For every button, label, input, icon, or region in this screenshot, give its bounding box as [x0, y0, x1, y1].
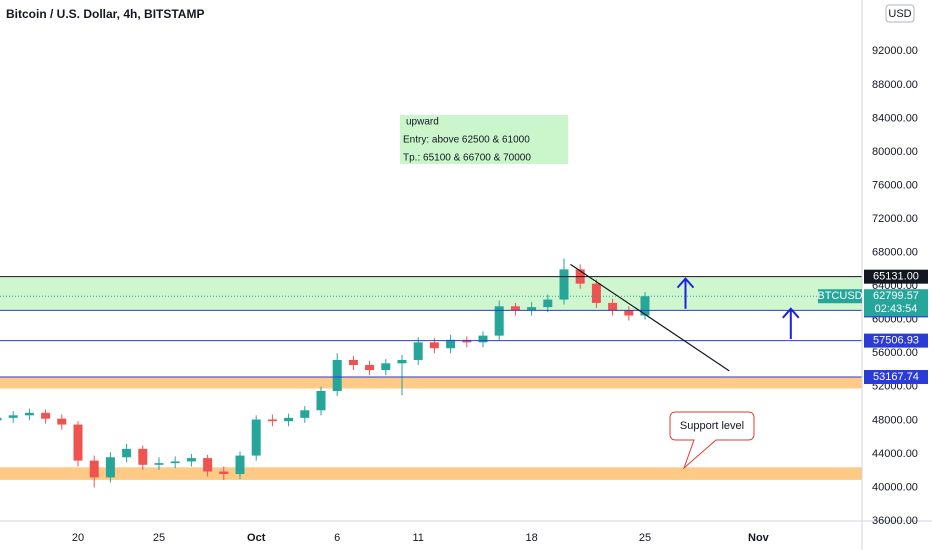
candle-body [89, 460, 99, 478]
note-line: Entry: above 62500 & 61000 [403, 135, 530, 146]
candle-body [527, 307, 537, 311]
x-tick-label: Nov [748, 532, 770, 544]
level-label: 53167.74 [873, 371, 919, 383]
y-tick-label: 56000.00 [872, 347, 918, 359]
candle-body [365, 365, 375, 371]
candle-body [559, 269, 569, 300]
chart-title: Bitcoin / U.S. Dollar, 4h, BITSTAMP [6, 7, 204, 21]
trendline [570, 263, 730, 372]
candle-body [640, 296, 650, 316]
candle-body [397, 359, 407, 364]
candle-body [57, 418, 67, 425]
last-price-label: 62799.57 [873, 290, 919, 302]
candle-body [608, 302, 618, 311]
candle-body [332, 359, 342, 391]
level-label: 57506.93 [873, 335, 919, 347]
candle-body [300, 410, 310, 418]
last-price-bg [864, 289, 928, 317]
candle-body [591, 283, 601, 303]
level-label-bg [864, 333, 928, 348]
candle-body [138, 448, 148, 465]
zone [0, 376, 862, 389]
candle-body [73, 424, 83, 461]
candle-body [624, 310, 634, 316]
y-tick-label: 40000.00 [872, 481, 918, 493]
level-label-bg [864, 370, 928, 385]
y-tick-label: 88000.00 [872, 79, 918, 91]
candle-body [381, 363, 391, 371]
candle-body [24, 412, 34, 416]
y-tick-label: 44000.00 [872, 448, 918, 460]
x-tick-label: 11 [412, 532, 423, 544]
callout-bubble [669, 411, 755, 470]
y-tick-label: 68000.00 [872, 247, 918, 259]
y-tick-label: 48000.00 [872, 414, 918, 426]
candle-body [251, 419, 261, 456]
y-tick-label: 36000.00 [872, 515, 918, 527]
x-tick-label: Oct [247, 532, 266, 544]
candle-body [446, 339, 456, 349]
x-tick-label: 20 [72, 532, 84, 544]
candle-body [494, 306, 504, 336]
candle-body [510, 306, 520, 311]
symbol-label-bg [818, 289, 862, 304]
candle-body [316, 391, 326, 411]
y-tick-label: 80000.00 [872, 146, 918, 158]
overlays [0, 263, 862, 378]
candle-body [170, 461, 180, 464]
note-line: upward [406, 117, 439, 128]
callout-text: Support level [680, 420, 744, 432]
axes: 36000.0040000.0044000.0048000.0052000.00… [72, 45, 928, 544]
note-line: Tp.: 65100 & 66700 & 70000 [403, 153, 531, 164]
candle-body [186, 458, 196, 462]
candle-body [267, 419, 277, 422]
x-tick-label: 25 [639, 532, 651, 544]
symbol-label: BTCUSD [817, 290, 862, 302]
zone [0, 467, 862, 480]
zones [0, 276, 862, 480]
candle-body [429, 342, 439, 349]
candle-body [0, 417, 2, 421]
candle-body [203, 458, 213, 472]
candle-body [235, 455, 245, 475]
candle-body [348, 359, 358, 365]
arrow [782, 307, 800, 339]
currency[interactable]: USD [888, 8, 911, 20]
level-label-bg [864, 269, 928, 284]
currency-button[interactable] [885, 4, 915, 23]
y-tick-label: 84000.00 [872, 112, 918, 124]
candle-body [122, 448, 132, 458]
y-tick-label: 76000.00 [872, 179, 918, 191]
x-tick-label: 18 [525, 532, 537, 544]
x-tick-label: 25 [153, 532, 165, 544]
candle-body [478, 335, 488, 343]
candle-body [543, 299, 553, 308]
countdown: 02:43:54 [875, 303, 918, 315]
candle-body [219, 471, 229, 475]
level-label: 65131.00 [873, 271, 919, 283]
candle-body [105, 457, 115, 478]
candle-body [284, 417, 294, 422]
y-tick-label: 92000.00 [872, 45, 918, 57]
arrow [676, 277, 695, 309]
candle-body [41, 412, 51, 419]
note-box [400, 115, 568, 164]
candle-body [8, 415, 18, 418]
zone [0, 276, 862, 311]
x-tick-label: 6 [334, 532, 340, 544]
candle-body [413, 342, 423, 360]
candle-body [154, 463, 164, 465]
y-tick-label: 72000.00 [872, 213, 918, 225]
